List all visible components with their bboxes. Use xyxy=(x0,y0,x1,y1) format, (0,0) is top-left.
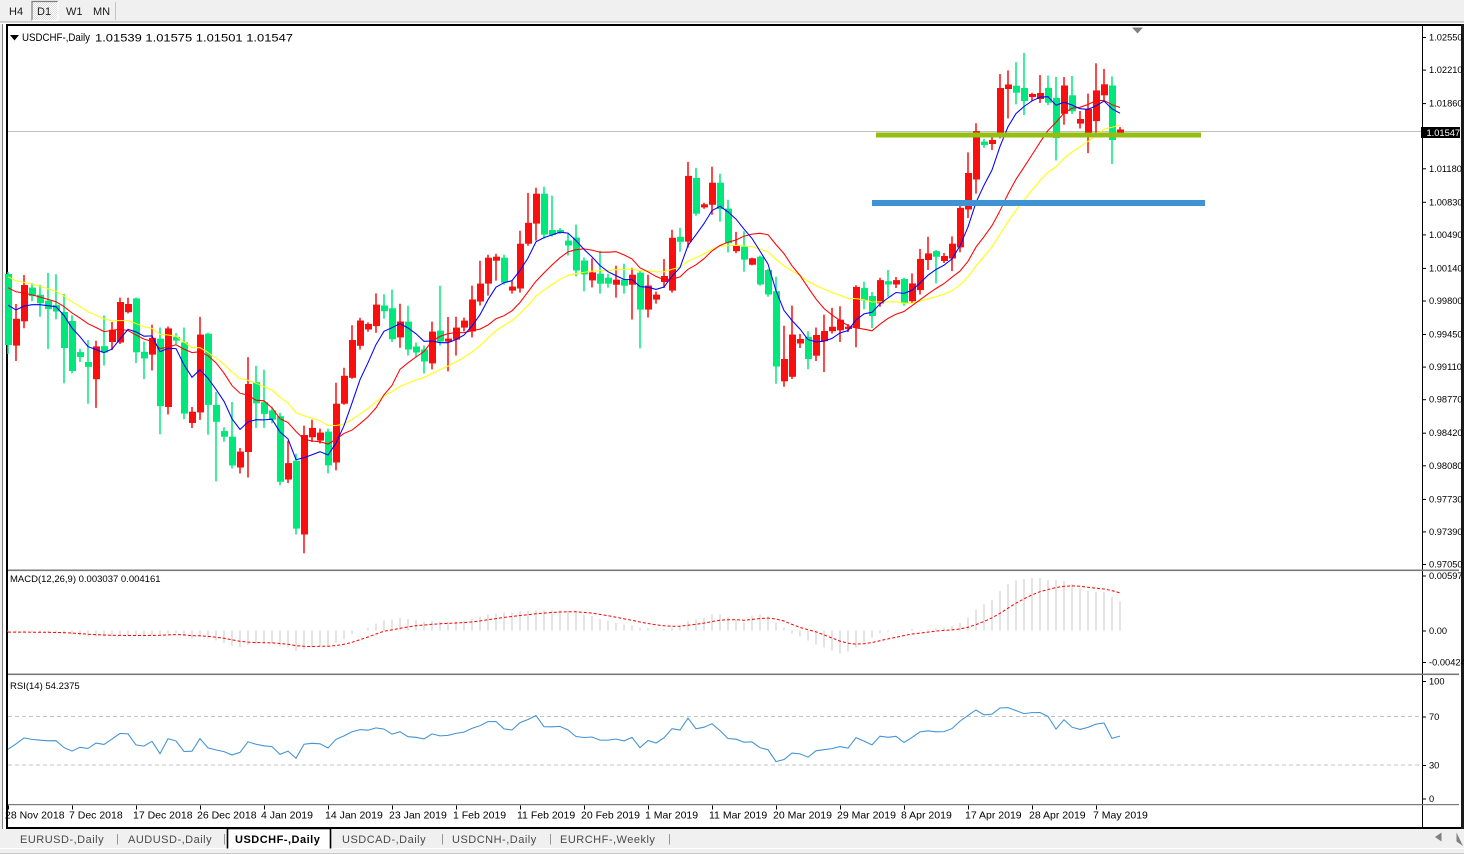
svg-text:1.02210: 1.02210 xyxy=(1429,65,1463,75)
svg-text:28 Nov 2018: 28 Nov 2018 xyxy=(5,810,65,822)
svg-text:MACD(12,26,9) 0.003037 0.00416: MACD(12,26,9) 0.003037 0.004161 xyxy=(10,574,161,585)
svg-text:26 Dec 2018: 26 Dec 2018 xyxy=(197,810,257,822)
svg-text:11 Mar 2019: 11 Mar 2019 xyxy=(709,810,767,822)
svg-text:|: | xyxy=(668,833,671,845)
svg-text:20 Mar 2019: 20 Mar 2019 xyxy=(773,810,832,822)
svg-text:7 May 2019: 7 May 2019 xyxy=(1093,810,1148,822)
svg-text:11 Feb 2019: 11 Feb 2019 xyxy=(517,810,575,822)
svg-text:29 Mar 2019: 29 Mar 2019 xyxy=(837,810,896,822)
svg-text:EURUSD-,Daily: EURUSD-,Daily xyxy=(20,834,104,846)
svg-text:0.97390: 0.97390 xyxy=(1429,527,1463,537)
svg-text:|: | xyxy=(549,833,552,845)
svg-text:30: 30 xyxy=(1429,761,1439,771)
svg-text:W1: W1 xyxy=(66,6,83,18)
svg-text:1.00490: 1.00490 xyxy=(1429,230,1463,240)
svg-text:1.00140: 1.00140 xyxy=(1429,263,1463,273)
svg-text:0.98770: 0.98770 xyxy=(1429,395,1463,405)
svg-text:1 Feb 2019: 1 Feb 2019 xyxy=(453,810,506,822)
svg-text:MN: MN xyxy=(93,6,110,18)
svg-text:0.97050: 0.97050 xyxy=(1429,560,1463,570)
svg-text:0.00597: 0.00597 xyxy=(1429,571,1463,581)
svg-text:4 Jan 2019: 4 Jan 2019 xyxy=(261,810,313,822)
svg-text:0.98420: 0.98420 xyxy=(1429,428,1463,438)
svg-text:H4: H4 xyxy=(9,6,23,18)
svg-text:1.01180: 1.01180 xyxy=(1429,164,1462,174)
svg-text:USDCNH-,Daily: USDCNH-,Daily xyxy=(452,834,537,846)
svg-text:RSI(14) 54.2375: RSI(14) 54.2375 xyxy=(10,681,80,692)
svg-text:USDCHF-,Daily: USDCHF-,Daily xyxy=(22,32,90,44)
svg-text:0: 0 xyxy=(1429,794,1434,804)
svg-text:0.99450: 0.99450 xyxy=(1429,330,1463,340)
svg-text:23 Jan 2019: 23 Jan 2019 xyxy=(389,810,447,822)
svg-text:USDCHF-,Daily: USDCHF-,Daily xyxy=(235,834,321,846)
svg-text:0.98080: 0.98080 xyxy=(1429,461,1463,471)
svg-text:|: | xyxy=(441,833,444,845)
svg-text:0.99800: 0.99800 xyxy=(1429,296,1463,306)
svg-text:EURCHF-,Weekly: EURCHF-,Weekly xyxy=(560,834,655,846)
svg-text:7 Dec 2018: 7 Dec 2018 xyxy=(69,810,123,822)
svg-text:1.02550: 1.02550 xyxy=(1429,33,1463,43)
svg-text:AUDUSD-,Daily: AUDUSD-,Daily xyxy=(128,834,212,846)
svg-text:100: 100 xyxy=(1429,677,1445,687)
svg-text:17 Apr 2019: 17 Apr 2019 xyxy=(965,810,1022,822)
svg-text:1.01860: 1.01860 xyxy=(1429,99,1463,109)
svg-text:70: 70 xyxy=(1429,712,1439,722)
svg-text:0.97730: 0.97730 xyxy=(1429,494,1463,504)
svg-text:1.01547: 1.01547 xyxy=(1427,128,1461,138)
svg-text:USDCAD-,Daily: USDCAD-,Daily xyxy=(342,834,426,846)
svg-text:0.99110: 0.99110 xyxy=(1429,362,1462,372)
svg-text:-0.004243: -0.004243 xyxy=(1429,658,1464,668)
svg-text:20 Feb 2019: 20 Feb 2019 xyxy=(581,810,640,822)
svg-text:|: | xyxy=(223,833,226,845)
svg-text:17 Dec 2018: 17 Dec 2018 xyxy=(133,810,193,822)
svg-text:1.00830: 1.00830 xyxy=(1429,197,1463,207)
svg-text:0.00: 0.00 xyxy=(1429,626,1447,636)
svg-text:1 Mar 2019: 1 Mar 2019 xyxy=(645,810,698,822)
svg-text:|: | xyxy=(116,833,119,845)
svg-text:14 Jan 2019: 14 Jan 2019 xyxy=(325,810,383,822)
svg-text:D1: D1 xyxy=(37,6,51,18)
svg-text:28 Apr 2019: 28 Apr 2019 xyxy=(1029,810,1086,822)
svg-text:8 Apr 2019: 8 Apr 2019 xyxy=(901,810,952,822)
svg-text:1.01539 1.01575 1.01501 1.0154: 1.01539 1.01575 1.01501 1.01547 xyxy=(95,33,293,45)
